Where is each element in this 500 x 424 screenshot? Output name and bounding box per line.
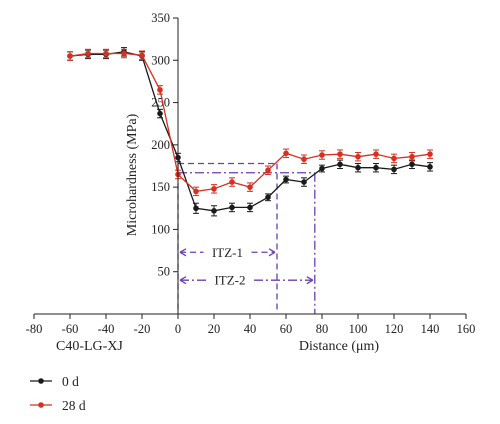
data-point <box>265 194 271 201</box>
x-tick-label: 160 <box>457 322 476 336</box>
series-0 <box>67 47 433 217</box>
data-point <box>283 150 289 157</box>
data-point <box>355 153 361 160</box>
x-tick-label: 20 <box>208 322 221 336</box>
data-point <box>355 164 361 171</box>
data-point <box>409 153 415 160</box>
x-tick-label: -80 <box>26 322 43 336</box>
series-group <box>67 47 433 217</box>
itz2-label: ITZ-2 <box>214 273 245 288</box>
y-tick-label: 250 <box>151 96 170 110</box>
itz2-arrowhead-right <box>306 276 314 285</box>
data-point <box>301 156 307 163</box>
y-tick-label: 50 <box>158 265 171 279</box>
x-tick-label: 140 <box>421 322 440 336</box>
y-axis-title: Microhardness (MPa) <box>125 113 140 236</box>
itz1-label: ITZ-1 <box>212 245 243 260</box>
y-tick-label: 200 <box>151 138 170 152</box>
legend-marker-28d <box>38 402 44 408</box>
legend-label-28d: 28 d <box>62 398 86 413</box>
data-point <box>391 166 397 173</box>
x-tick-label: -20 <box>134 322 151 336</box>
y-tick-label: 150 <box>151 180 170 194</box>
data-point <box>391 155 397 162</box>
legend: 0 d 28 d <box>30 374 86 413</box>
legend-item-0d: 0 d <box>30 374 79 389</box>
data-point <box>121 50 127 57</box>
x-tick-label: 80 <box>316 322 329 336</box>
data-point <box>193 188 199 195</box>
y-axis-ticks: 50 100 150 200 250 300 350 <box>151 11 178 279</box>
data-point <box>139 52 145 59</box>
legend-marker-0d <box>38 378 44 384</box>
data-point <box>337 151 343 157</box>
data-point <box>103 50 109 57</box>
data-point <box>211 208 217 214</box>
data-point <box>85 50 91 57</box>
x-tick-label: 60 <box>280 322 293 336</box>
data-point <box>157 87 163 93</box>
data-point <box>409 161 415 168</box>
itz2-arrowhead-left <box>179 276 187 285</box>
x-axis-ticks: -80 -60 -40 -20 0 20 40 60 80 100 120 140 160 <box>26 314 476 336</box>
itz-annotations: ITZ-1 ITZ-2 <box>177 162 316 314</box>
data-point <box>265 167 271 174</box>
data-point <box>67 53 73 59</box>
x-tick-label: 120 <box>385 322 404 336</box>
data-point <box>427 164 433 170</box>
x-tick-label: -60 <box>62 322 79 336</box>
x-tick-label: 100 <box>349 322 368 336</box>
itz1-arrowhead-left <box>179 248 187 257</box>
x-tick-label: -40 <box>98 322 115 336</box>
x-tick-label: 40 <box>244 322 257 336</box>
data-point <box>247 204 253 211</box>
data-point <box>427 151 433 157</box>
legend-item-28d: 28 d <box>30 398 86 413</box>
data-point <box>229 179 235 185</box>
data-point <box>373 164 379 171</box>
data-point <box>319 152 325 158</box>
data-point <box>319 165 325 172</box>
data-point <box>247 184 253 190</box>
sample-label: C40-LG-XJ <box>56 339 123 354</box>
y-tick-label: 100 <box>151 222 170 236</box>
series-1 <box>67 48 433 197</box>
data-point <box>211 186 217 192</box>
itz1-arrowhead-right <box>268 248 276 257</box>
x-axis-title: Distance (μm) <box>299 339 380 354</box>
y-tick-label: 300 <box>151 53 170 67</box>
data-point <box>337 161 343 168</box>
data-point <box>157 110 163 117</box>
data-point <box>229 204 235 211</box>
legend-label-0d: 0 d <box>62 374 79 389</box>
y-tick-label: 350 <box>151 11 170 25</box>
x-tick-label: 0 <box>175 322 181 336</box>
data-point <box>373 151 379 157</box>
data-point <box>301 179 307 185</box>
data-point <box>193 205 199 212</box>
data-point <box>283 176 289 183</box>
